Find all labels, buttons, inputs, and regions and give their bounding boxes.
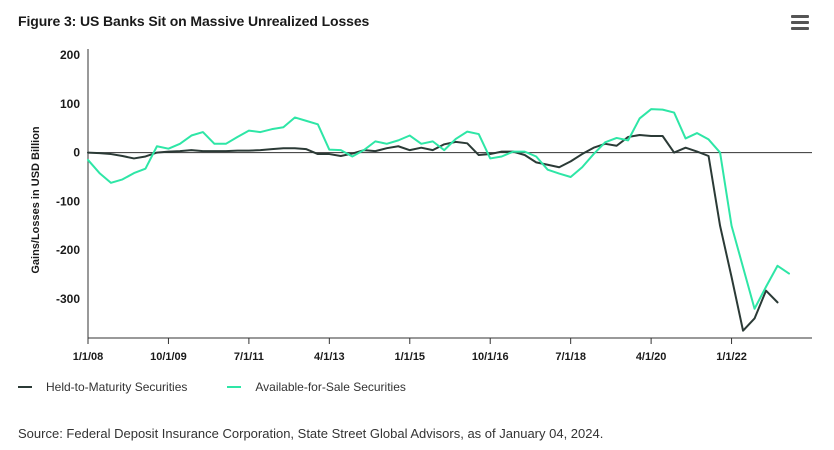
series-line-htm	[87, 134, 779, 332]
x-tick-label: 7/1/11	[234, 351, 264, 363]
hamburger-menu-icon[interactable]	[791, 15, 809, 31]
x-tick-label: 4/1/13	[314, 351, 345, 363]
legend-swatch-afs	[227, 386, 242, 388]
x-tick-label: 1/1/08	[73, 351, 104, 363]
legend-item-htm[interactable]: Held-to-Maturity Securities	[18, 380, 187, 394]
legend-swatch-htm	[18, 386, 32, 388]
y-tick-label: 100	[60, 97, 80, 111]
chart-legend: Held-to-Maturity Securities Available-fo…	[18, 380, 446, 394]
x-tick-label: 1/1/15	[394, 351, 425, 363]
series-line-afs	[87, 108, 791, 310]
source-note: Source: Federal Deposit Insurance Corpor…	[18, 426, 604, 441]
y-tick-label: -300	[56, 292, 80, 306]
chart-title: Figure 3: US Banks Sit on Massive Unreal…	[18, 13, 370, 29]
y-tick-label: -200	[56, 243, 80, 257]
legend-label-afs: Available-for-Sale Securities	[255, 380, 406, 394]
legend-label-htm: Held-to-Maturity Securities	[46, 380, 188, 394]
x-tick-label: 4/1/20	[636, 351, 667, 363]
x-tick-label: 1/1/22	[716, 351, 747, 363]
line-chart: 200 100 0 -100 -200 -300 1/1/08 10/1/09 7/1/11 4/…	[56, 48, 812, 363]
y-tick-label: -100	[56, 194, 80, 208]
y-tick-label: 200	[60, 48, 80, 62]
x-tick-label: 10/1/09	[150, 351, 187, 363]
x-tick-label: 10/1/16	[472, 351, 509, 363]
legend-item-afs[interactable]: Available-for-Sale Securities	[227, 380, 406, 394]
y-tick-label: 0	[73, 146, 80, 160]
x-tick-label: 7/1/18	[555, 351, 586, 363]
